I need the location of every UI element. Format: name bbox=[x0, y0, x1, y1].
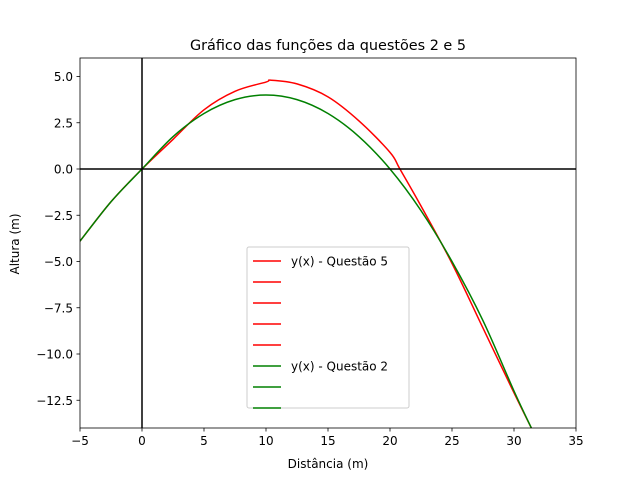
y-tick-label: −10.0 bbox=[36, 348, 73, 362]
x-tick-label: 15 bbox=[320, 434, 335, 448]
legend-label: y(x) - Questão 2 bbox=[291, 360, 388, 374]
y-tick-label: 2.5 bbox=[54, 116, 73, 130]
x-axis-label: Distância (m) bbox=[288, 457, 369, 471]
x-tick-label: 30 bbox=[506, 434, 521, 448]
legend-box bbox=[247, 247, 409, 408]
x-tick-label: 5 bbox=[200, 434, 208, 448]
x-tick-label: 10 bbox=[258, 434, 273, 448]
y-tick-label: −12.5 bbox=[36, 394, 73, 408]
x-tick-label: −5 bbox=[71, 434, 89, 448]
y-tick-label: −2.5 bbox=[44, 209, 73, 223]
x-tick-label: 0 bbox=[138, 434, 146, 448]
x-tick-label: 25 bbox=[444, 434, 459, 448]
chart-title: Gráfico das funções da questões 2 e 5 bbox=[190, 38, 466, 54]
legend: y(x) - Questão 5 y(x) - Questão 2 bbox=[247, 247, 409, 408]
y-tick-label: −5.0 bbox=[44, 255, 73, 269]
y-tick-label: 0.0 bbox=[54, 163, 73, 177]
x-tick-label: 35 bbox=[568, 434, 583, 448]
y-tick-label: −7.5 bbox=[44, 301, 73, 315]
y-axis-label: Altura (m) bbox=[8, 213, 22, 274]
legend-label: y(x) - Questão 5 bbox=[291, 255, 388, 269]
x-tick-label: 20 bbox=[382, 434, 397, 448]
y-tick-label: 5.0 bbox=[54, 70, 73, 84]
